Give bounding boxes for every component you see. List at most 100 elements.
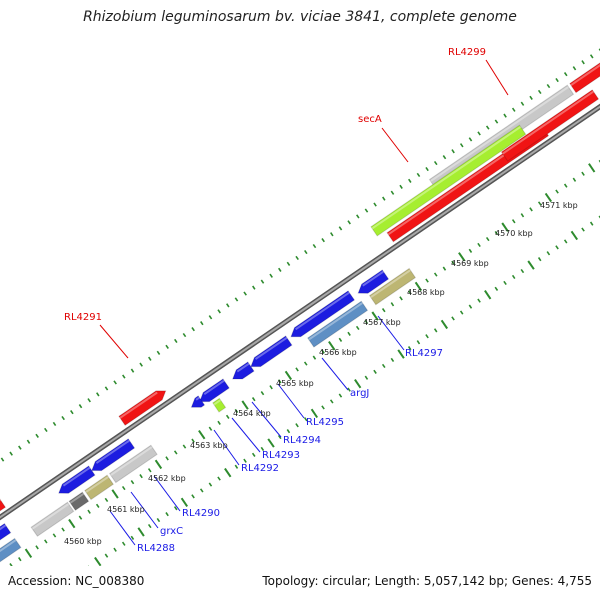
gene-blue-left[interactable] xyxy=(0,522,12,547)
gene-small-blue-highlight xyxy=(236,362,250,373)
tick-mark xyxy=(87,509,91,514)
gene-rl4300[interactable] xyxy=(569,41,600,94)
tick-mark xyxy=(269,273,273,278)
tick-mark xyxy=(295,255,299,261)
gene-grxc-highlight xyxy=(85,476,109,493)
tick-mark xyxy=(581,171,585,176)
gene-rl4289[interactable] xyxy=(58,465,96,494)
tick-mark xyxy=(570,230,579,241)
tick-mark xyxy=(312,355,317,360)
gene-khaki[interactable] xyxy=(368,267,417,306)
tick-mark xyxy=(44,427,48,433)
tick-mark xyxy=(173,450,178,455)
gene-rl4296[interactable] xyxy=(290,290,356,338)
tick-mark xyxy=(555,77,559,83)
gene-label-rl4295[interactable]: RL4295 xyxy=(306,417,344,428)
tick-mark xyxy=(537,89,542,95)
tick-mark xyxy=(154,459,163,470)
gene-label-seca[interactable]: secA xyxy=(358,114,382,125)
tick-mark xyxy=(546,83,551,89)
gene-label-rl4299[interactable]: RL4299 xyxy=(448,47,486,58)
gene-rl4290[interactable] xyxy=(91,438,136,472)
gene-rl4291[interactable] xyxy=(118,390,167,426)
tick-mark xyxy=(581,60,585,65)
tick-mark xyxy=(468,304,473,309)
ruler-label: 4567 kbp xyxy=(363,318,401,327)
tick-mark xyxy=(191,327,195,332)
tick-mark xyxy=(78,515,83,520)
tick-mark xyxy=(381,363,386,369)
gene-grxc[interactable] xyxy=(84,474,114,501)
leader-line xyxy=(130,491,159,529)
gene-label-grxc[interactable]: grxC xyxy=(160,526,183,537)
ruler-label: 4569 kbp xyxy=(451,259,489,268)
leader-line xyxy=(251,401,282,438)
tick-mark xyxy=(414,281,423,292)
tick-mark xyxy=(226,303,230,308)
tick-mark xyxy=(373,202,377,207)
leader-line xyxy=(109,510,136,546)
gene-features xyxy=(0,41,600,565)
tick-mark xyxy=(347,220,351,225)
gene-label-rl4297[interactable]: RL4297 xyxy=(405,348,443,359)
tick-mark xyxy=(555,245,559,250)
tick-mark xyxy=(451,316,455,321)
gene-label-rl4290[interactable]: RL4290 xyxy=(182,508,220,519)
gene-rl4297[interactable] xyxy=(357,269,390,294)
gene-red-forward-2[interactable] xyxy=(500,89,600,162)
gene-argj[interactable] xyxy=(307,300,369,348)
tick-mark xyxy=(87,565,90,566)
tick-mark xyxy=(44,539,48,544)
gene-rl4293[interactable] xyxy=(198,378,230,403)
tick-mark xyxy=(451,260,455,265)
gene-label-rl4293[interactable]: RL4293 xyxy=(262,450,300,461)
tick-mark xyxy=(407,346,412,351)
tick-mark xyxy=(303,361,308,366)
gene-rl4292[interactable] xyxy=(190,395,206,408)
tick-mark xyxy=(364,208,369,213)
gene-red-left[interactable] xyxy=(0,498,7,535)
tick-mark xyxy=(537,201,542,206)
tick-mark xyxy=(180,497,189,507)
gene-label-rl4294[interactable]: RL4294 xyxy=(283,435,321,446)
gene-gray-1[interactable] xyxy=(108,444,158,484)
tick-mark xyxy=(485,236,490,242)
gene-blue-left-highlight xyxy=(0,524,7,531)
gene-argj-highlight xyxy=(308,302,363,341)
tick-mark xyxy=(182,444,187,449)
gene-label-argj[interactable]: argJ xyxy=(350,388,369,399)
gene-label-rl4288[interactable]: RL4288 xyxy=(137,543,175,554)
gene-seca[interactable] xyxy=(370,124,527,237)
tick-mark xyxy=(130,480,135,485)
gene-label-rl4292[interactable]: RL4292 xyxy=(241,463,279,474)
tick-mark xyxy=(330,232,334,237)
gene-rl4294b[interactable] xyxy=(250,335,293,368)
tick-mark xyxy=(520,101,525,106)
ruler-label: 4563 kbp xyxy=(190,441,228,450)
tick-mark xyxy=(477,298,481,303)
tick-mark xyxy=(477,131,481,136)
gene-dark[interactable] xyxy=(68,491,90,511)
tick-mark xyxy=(241,400,249,410)
tick-mark xyxy=(252,285,256,290)
tick-mark xyxy=(347,331,351,336)
tick-mark xyxy=(347,387,351,392)
tick-mark xyxy=(113,547,117,552)
tick-mark xyxy=(433,160,438,166)
tick-mark xyxy=(477,242,481,248)
tick-mark xyxy=(96,392,100,397)
tick-mark xyxy=(61,527,65,532)
tick-mark xyxy=(94,556,102,566)
tick-mark xyxy=(234,408,239,414)
tick-mark xyxy=(338,337,343,342)
tick-mark xyxy=(563,239,568,244)
gene-steel-left[interactable] xyxy=(0,537,22,565)
tick-mark xyxy=(354,379,362,389)
gene-lime-small[interactable] xyxy=(212,397,227,413)
tick-mark xyxy=(529,207,533,212)
gene-rl4288[interactable] xyxy=(30,501,75,537)
tick-mark xyxy=(61,415,65,421)
gene-label-rl4291[interactable]: RL4291 xyxy=(64,312,102,323)
tick-mark xyxy=(589,54,594,59)
gene-small-blue[interactable] xyxy=(231,361,255,380)
